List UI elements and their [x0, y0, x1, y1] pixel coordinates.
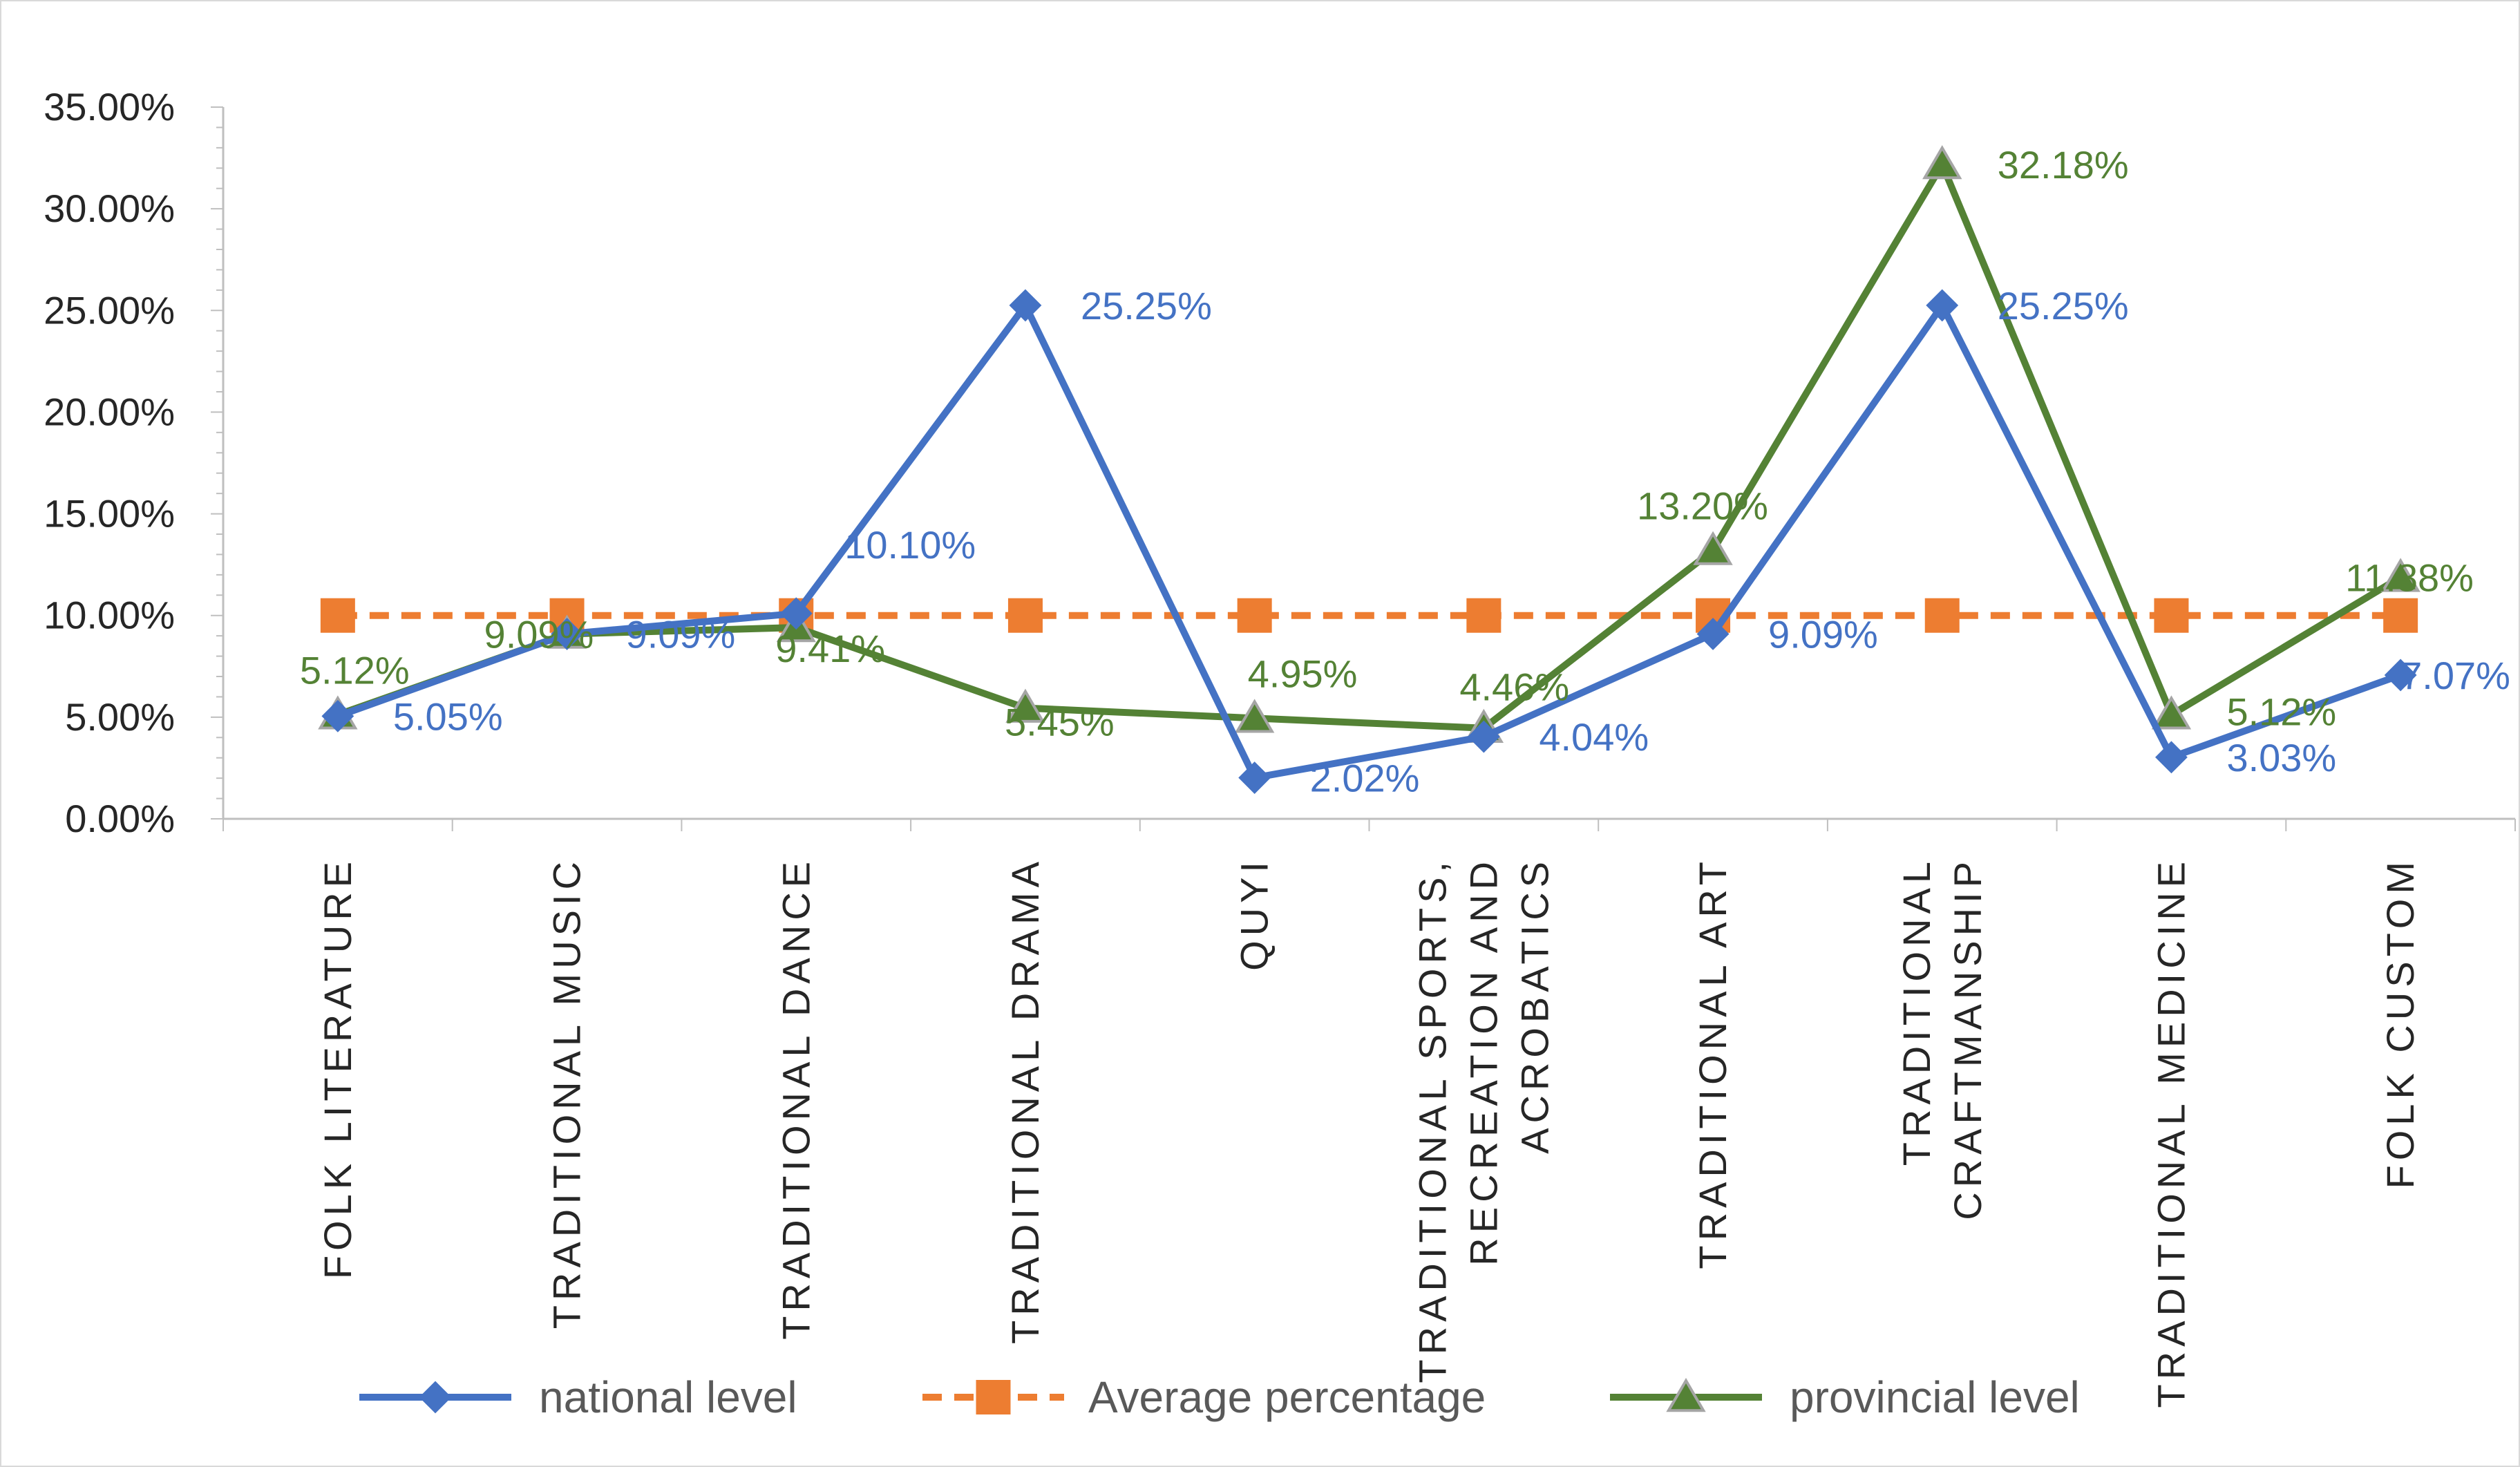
- x-category-label-line: TRADITIONAL ART: [1691, 857, 1734, 1269]
- data-point: [2380, 558, 2420, 592]
- legend-marker: [976, 1380, 1011, 1414]
- data-label-provincial: 4.95%: [1248, 652, 1358, 695]
- x-category-label: TRADITIONAL MEDICINE: [2149, 857, 2192, 1408]
- y-tick-label: 15.00%: [44, 492, 175, 536]
- data-label-national: 10.10%: [844, 523, 976, 567]
- data-point: [1009, 289, 1042, 322]
- series-national-level: [321, 289, 2417, 794]
- data-point: [1926, 289, 1959, 322]
- data-label-national: 25.25%: [1998, 284, 2129, 328]
- x-category-label-line: TRADITIONAL MUSIC: [545, 857, 589, 1329]
- y-tick-label: 25.00%: [44, 288, 175, 332]
- data-point: [321, 699, 354, 732]
- data-label-national: 25.25%: [1081, 284, 1212, 328]
- legend-marker: [1666, 1378, 1706, 1412]
- data-label-provincial: 5.12%: [300, 648, 410, 692]
- data-label-national: 2.02%: [1310, 757, 1420, 800]
- data-label-national: 3.03%: [2226, 736, 2336, 779]
- legend-item-provincial-level: provincial level: [1610, 1372, 2080, 1422]
- data-label-provincial: 9.09%: [484, 612, 594, 656]
- data-point: [1466, 598, 1501, 633]
- series-layer: [318, 145, 2420, 794]
- x-category-label: TRADITIONAL DRAMA: [1003, 857, 1047, 1344]
- data-point: [2151, 695, 2192, 730]
- data-point: [1237, 598, 1272, 633]
- x-category-label-line: ACROBATICS: [1513, 857, 1556, 1154]
- legend: national level Average percentage provinci…: [359, 1372, 2080, 1422]
- data-point: [1696, 618, 1730, 650]
- axes: 0.00% 5.00% 10.00% 15.00% 20.00% 25.00% 30.00%…: [44, 85, 2516, 1408]
- data-label-provincial: 13.20%: [1637, 484, 1768, 528]
- series-line-provincial-level: [337, 160, 2403, 732]
- y-tick-label: 35.00%: [44, 85, 175, 129]
- x-category-label: FOLK LITERATURE: [316, 857, 359, 1279]
- data-point: [551, 618, 583, 650]
- data-label-national: 5.05%: [393, 694, 503, 738]
- x-category-label-line: TRADITIONAL DRAMA: [1003, 857, 1047, 1344]
- data-label-national: 7.07%: [2400, 654, 2510, 697]
- x-category-label-line: FOLK CUSTOM: [2378, 857, 2422, 1189]
- data-point: [1234, 699, 1275, 733]
- x-category-label: TRADITIONAL MUSIC: [545, 857, 589, 1329]
- data-point: [2155, 741, 2188, 774]
- x-category-label-line: TRADITIONAL MEDICINE: [2149, 857, 2192, 1408]
- y-tick-label: 20.00%: [44, 390, 175, 433]
- data-label-provincial: 9.41%: [775, 627, 885, 670]
- legend-label: provincial level: [1790, 1372, 2080, 1422]
- x-category-label: TRADITIONAL DANCE: [774, 857, 817, 1340]
- legend-label: national level: [539, 1372, 797, 1422]
- data-point: [1924, 598, 1960, 633]
- x-category-label: TRADITIONAL SPORTS, RECREATION AND ACROBAT…: [1410, 857, 1556, 1383]
- data-point: [320, 598, 355, 633]
- y-tick-label: 0.00%: [65, 797, 175, 840]
- x-category-label-line: QUYI: [1233, 857, 1276, 971]
- x-category-label-line: TRADITIONAL DANCE: [774, 857, 817, 1340]
- x-category-label-line: CRAFTMANSHIP: [1946, 857, 1989, 1220]
- data-point: [1922, 145, 1962, 180]
- data-label-provincial: 32.18%: [1998, 143, 2129, 187]
- data-point: [1005, 688, 1045, 723]
- legend-item-national-level: national level: [359, 1372, 797, 1422]
- data-label-provincial: 5.12%: [2226, 690, 2336, 733]
- data-point: [1467, 720, 1500, 753]
- data-point: [1693, 531, 1733, 565]
- x-category-label-line: TRADITIONAL SPORTS,: [1410, 857, 1454, 1383]
- data-label-provincial: 5.45%: [1005, 701, 1115, 744]
- legend-label: Average percentage: [1088, 1372, 1486, 1422]
- x-category-label: TRADITIONAL CRAFTMANSHIP: [1895, 857, 1989, 1220]
- x-category-label: FOLK CUSTOM: [2378, 857, 2422, 1189]
- x-category-label-line: TRADITIONAL: [1895, 857, 1938, 1166]
- x-category-label-line: FOLK LITERATURE: [316, 857, 359, 1279]
- legend-marker: [419, 1381, 452, 1414]
- legend-item-average-percentage: Average percentage: [922, 1372, 1486, 1422]
- x-category-label: TRADITIONAL ART: [1691, 857, 1734, 1269]
- data-point: [2384, 659, 2417, 692]
- data-point: [1238, 761, 1271, 794]
- data-point: [1007, 598, 1043, 633]
- data-label-national: 9.09%: [626, 612, 736, 656]
- x-category-label-line: RECREATION AND: [1461, 857, 1505, 1266]
- data-label-provincial: 11.88%: [2345, 556, 2474, 599]
- data-point: [2383, 598, 2418, 633]
- series-line-national-level: [337, 301, 2402, 782]
- data-point: [779, 597, 813, 630]
- y-tick-label: 30.00%: [44, 187, 175, 230]
- y-tick-label: 5.00%: [65, 695, 175, 739]
- data-labels: 5.05% 9.09% 10.10% 25.25% 2.02% 4.04% 9.09% 25.…: [300, 143, 2510, 800]
- x-category-label: QUYI: [1233, 857, 1276, 971]
- data-label-national: 4.04%: [1539, 715, 1649, 759]
- data-label-provincial: 4.46%: [1459, 665, 1569, 709]
- data-label-national: 9.09%: [1768, 612, 1878, 656]
- y-tick-label: 10.00%: [44, 594, 175, 637]
- data-point: [2154, 598, 2189, 633]
